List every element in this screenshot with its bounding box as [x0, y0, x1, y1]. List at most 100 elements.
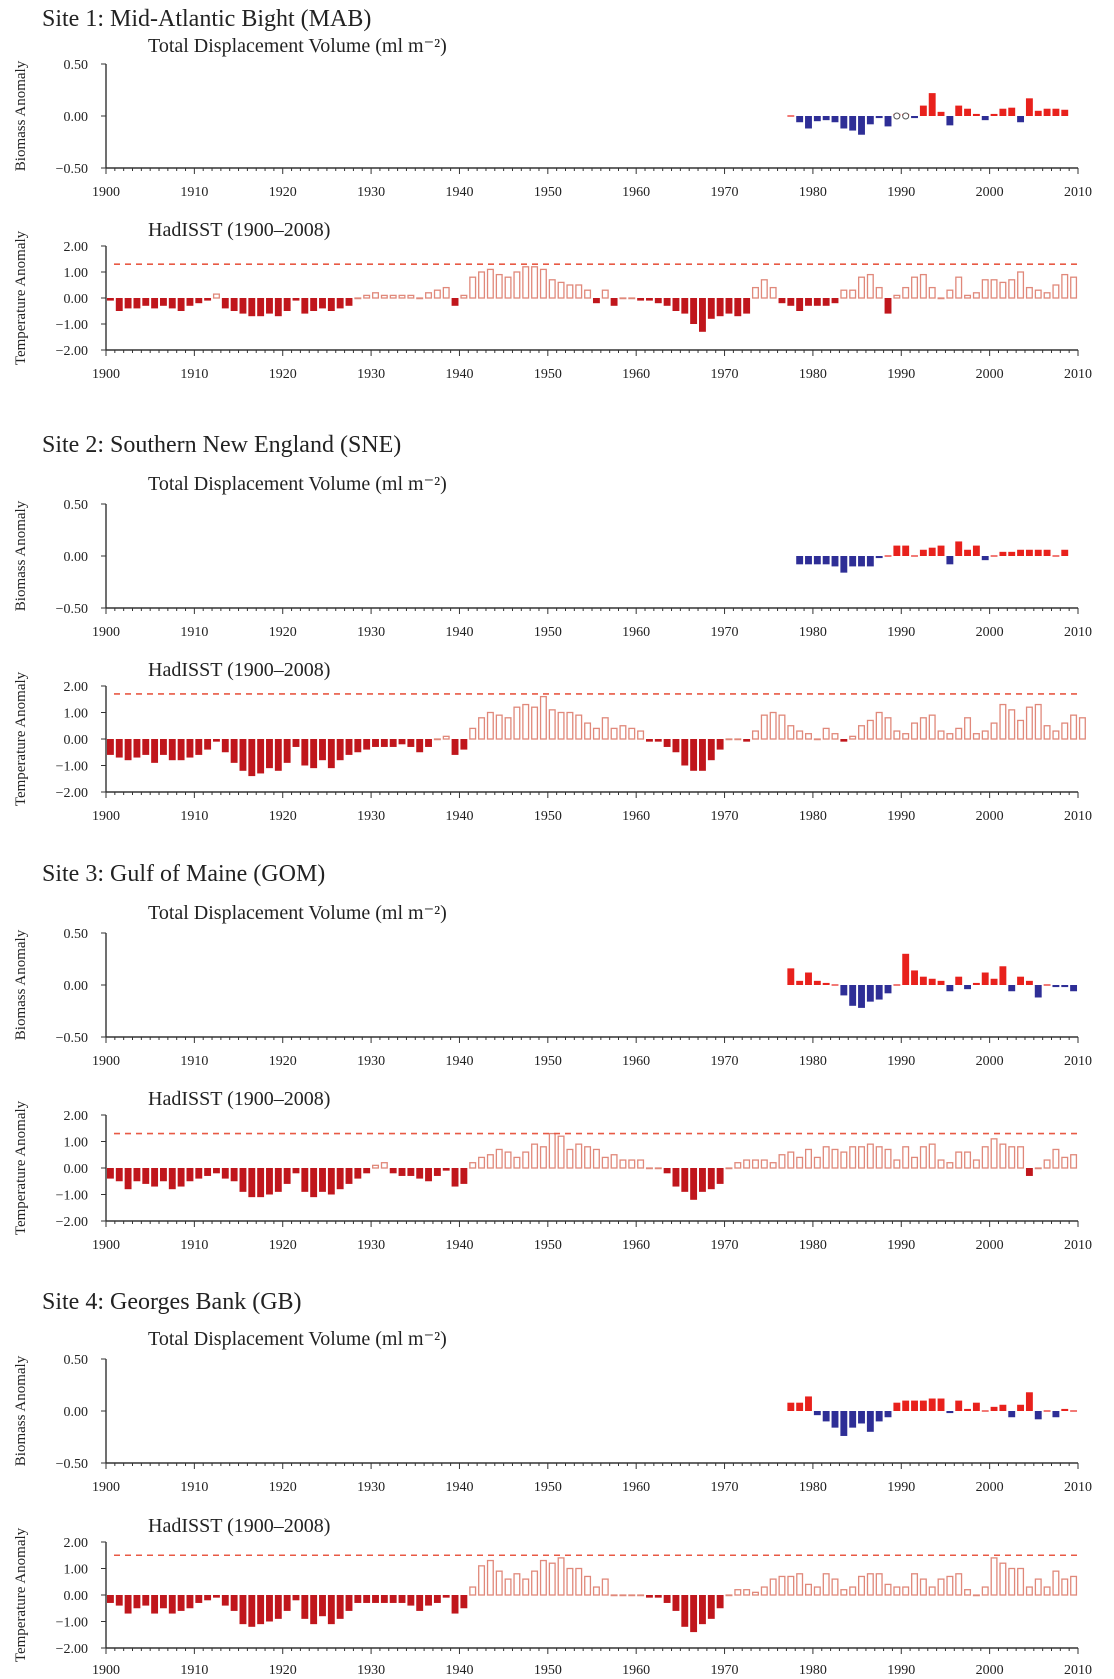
- sst-panel-3: HadISST (1900–2008) Temperature Anomaly 2.…: [13, 1088, 1092, 1253]
- sst-bar: [981, 730, 989, 740]
- sst-bar: [884, 298, 892, 314]
- x-tick-label: 1950: [534, 367, 562, 382]
- sst-bar: [425, 292, 433, 299]
- biomass-bar: [999, 108, 1007, 116]
- sst-bar: [389, 294, 397, 299]
- biomass-bar: [1052, 555, 1060, 557]
- sst-bar: [645, 1167, 653, 1170]
- biomass-bar: [999, 551, 1007, 556]
- y-tick-label: 0.00: [64, 550, 89, 565]
- x-tick-label: 1980: [799, 1238, 827, 1253]
- biomass-bar: [955, 105, 963, 116]
- x-tick-label: 1900: [92, 185, 120, 200]
- sst-bar: [928, 1586, 936, 1596]
- sst-bar: [186, 1168, 194, 1182]
- sst-bar: [212, 293, 220, 299]
- x-tick-label: 2010: [1064, 1238, 1092, 1253]
- sst-bar: [159, 739, 167, 755]
- sst-bar: [115, 1168, 123, 1182]
- x-tick-label: 1970: [711, 1054, 739, 1069]
- sst-bar: [637, 298, 645, 301]
- sst-bar: [681, 1168, 689, 1192]
- x-tick-label: 1970: [711, 367, 739, 382]
- y-tick-label: −2.00: [56, 1642, 88, 1657]
- sst-bar: [928, 286, 936, 299]
- biomass-bar: [840, 1411, 848, 1436]
- sst-bar: [548, 709, 556, 740]
- sst-bar: [504, 1151, 512, 1169]
- sst-bar: [1052, 730, 1060, 740]
- sst-bar: [707, 739, 715, 761]
- sst-bar: [133, 298, 141, 309]
- sst-bar: [257, 1595, 265, 1625]
- sst-bar: [725, 1594, 733, 1597]
- y-tick-label: 1.00: [64, 1136, 89, 1151]
- biomass-bar: [964, 1408, 971, 1411]
- x-tick-label: 2000: [976, 1663, 1004, 1678]
- x-tick-label: 1940: [445, 1663, 473, 1678]
- sst-bar: [354, 297, 362, 300]
- sst-bar: [504, 717, 512, 740]
- x-tick-label: 1900: [92, 367, 120, 382]
- sst-bar: [372, 739, 379, 747]
- biomass-bar: [955, 541, 963, 556]
- sst-bar: [919, 1146, 927, 1169]
- biomass-bar: [955, 1400, 963, 1411]
- sst-bar: [451, 1168, 459, 1187]
- biomass-bar: [928, 1398, 936, 1411]
- sst-bar: [575, 1143, 583, 1169]
- panel-title: Total Displacement Volume (ml m⁻²): [148, 35, 447, 57]
- sst-bar: [204, 739, 212, 750]
- x-tick-label: 1920: [269, 809, 297, 824]
- biomass-bar: [1061, 985, 1069, 988]
- sst-bar: [539, 268, 547, 299]
- sst-bar: [142, 298, 150, 306]
- sst-bar: [884, 1583, 892, 1596]
- biomass-bar: [919, 549, 927, 556]
- sst-bar: [495, 273, 503, 299]
- biomass-bar: [831, 1411, 839, 1428]
- y-axis-label: Temperature Anomaly: [13, 1100, 29, 1235]
- y-tick-label: −1.00: [56, 1189, 88, 1204]
- x-tick-label: 1920: [269, 1663, 297, 1678]
- sst-panel-2: HadISST (1900–2008) Temperature Anomaly 2.…: [13, 659, 1092, 824]
- biomass-bar: [1043, 549, 1051, 556]
- sst-bar: [858, 276, 866, 299]
- sst-bar: [451, 298, 459, 306]
- sst-bar: [327, 739, 335, 769]
- sst-bar: [407, 1595, 415, 1606]
- x-tick-label: 1960: [622, 809, 650, 824]
- sst-bar: [866, 1573, 874, 1596]
- sst-bar: [760, 279, 768, 299]
- sst-bar: [336, 1595, 344, 1619]
- biomass-bar: [990, 113, 998, 116]
- biomass-bar: [849, 1411, 857, 1428]
- sst-bar: [416, 1168, 424, 1179]
- sst-bar: [142, 1168, 150, 1184]
- x-tick-label: 1950: [534, 1054, 562, 1069]
- sst-bar: [955, 1151, 963, 1169]
- biomass-bar: [875, 985, 883, 1000]
- sst-bar: [928, 714, 936, 740]
- sst-bar: [486, 1559, 494, 1596]
- x-tick-label: 1990: [887, 1663, 915, 1678]
- x-tick-label: 1990: [887, 185, 915, 200]
- sst-bar: [283, 298, 291, 311]
- x-tick-label: 1950: [534, 1480, 562, 1495]
- sst-bar: [734, 738, 742, 741]
- sst-bar: [610, 727, 618, 740]
- biomass-bar: [866, 985, 874, 1002]
- sst-bar: [796, 1573, 804, 1596]
- sst-bar: [230, 1595, 238, 1611]
- sst-bar: [151, 1168, 159, 1187]
- x-tick-label: 1970: [711, 809, 739, 824]
- biomass-bar: [972, 1402, 980, 1411]
- sst-bar: [743, 298, 751, 314]
- sst-bar: [1061, 273, 1069, 299]
- sst-bar: [654, 1167, 662, 1170]
- sst-bar: [195, 1595, 203, 1603]
- x-tick-label: 1930: [357, 1054, 385, 1069]
- sst-bar: [778, 1575, 786, 1596]
- x-tick-label: 1940: [445, 185, 473, 200]
- sst-bar: [566, 1567, 574, 1596]
